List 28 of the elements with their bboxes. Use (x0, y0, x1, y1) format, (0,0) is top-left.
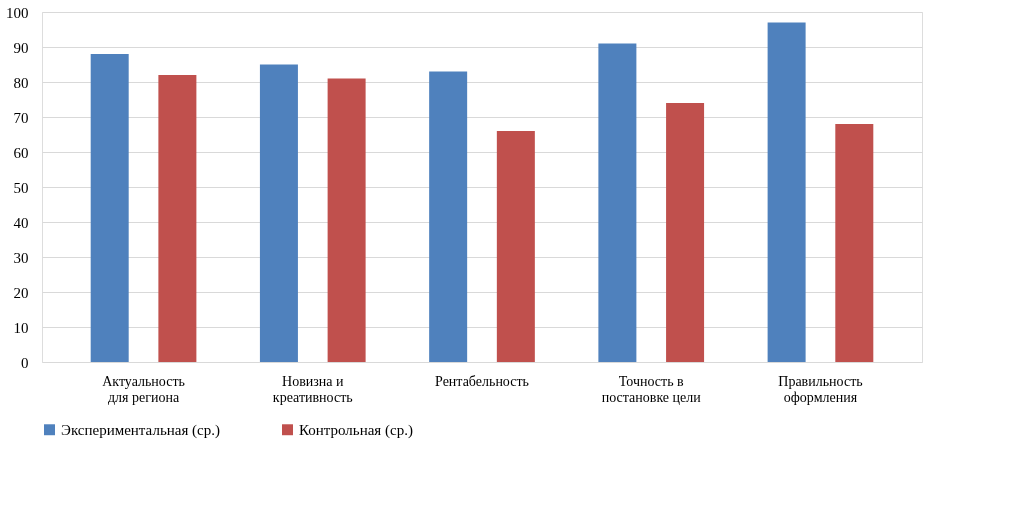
bar (158, 75, 197, 362)
bar (598, 43, 637, 362)
y-tick-label: 100 (6, 4, 29, 21)
bar (90, 54, 129, 362)
y-tick-label: 10 (13, 319, 29, 336)
y-tick-label: 0 (21, 354, 29, 371)
bar (259, 64, 298, 362)
y-tick-label: 60 (13, 144, 29, 161)
legend-label: Экспериментальная (ср.) (61, 421, 220, 439)
bar (429, 71, 468, 362)
x-tick-label: Актуальность для региона (102, 373, 185, 405)
bar (835, 124, 874, 362)
bar (666, 103, 705, 362)
y-tick-label: 50 (13, 179, 29, 196)
y-tick-label: 90 (13, 39, 29, 56)
x-tick-label: Рентабельность (435, 373, 529, 389)
x-tick-label: Правильность оформления (778, 373, 863, 405)
y-tick-label: 30 (13, 249, 29, 266)
bar (496, 131, 535, 362)
y-tick-label: 40 (13, 214, 29, 231)
bar (327, 78, 366, 362)
y-tick-label: 80 (13, 74, 29, 91)
legend-label: Контрольная (ср.) (299, 421, 413, 439)
x-tick-label: Новизна и креативность (272, 373, 353, 405)
y-tick-label: 20 (13, 284, 29, 301)
bar (767, 22, 806, 362)
x-tick-label: Точность в постановке цели (601, 373, 702, 405)
y-tick-label: 70 (13, 109, 29, 126)
